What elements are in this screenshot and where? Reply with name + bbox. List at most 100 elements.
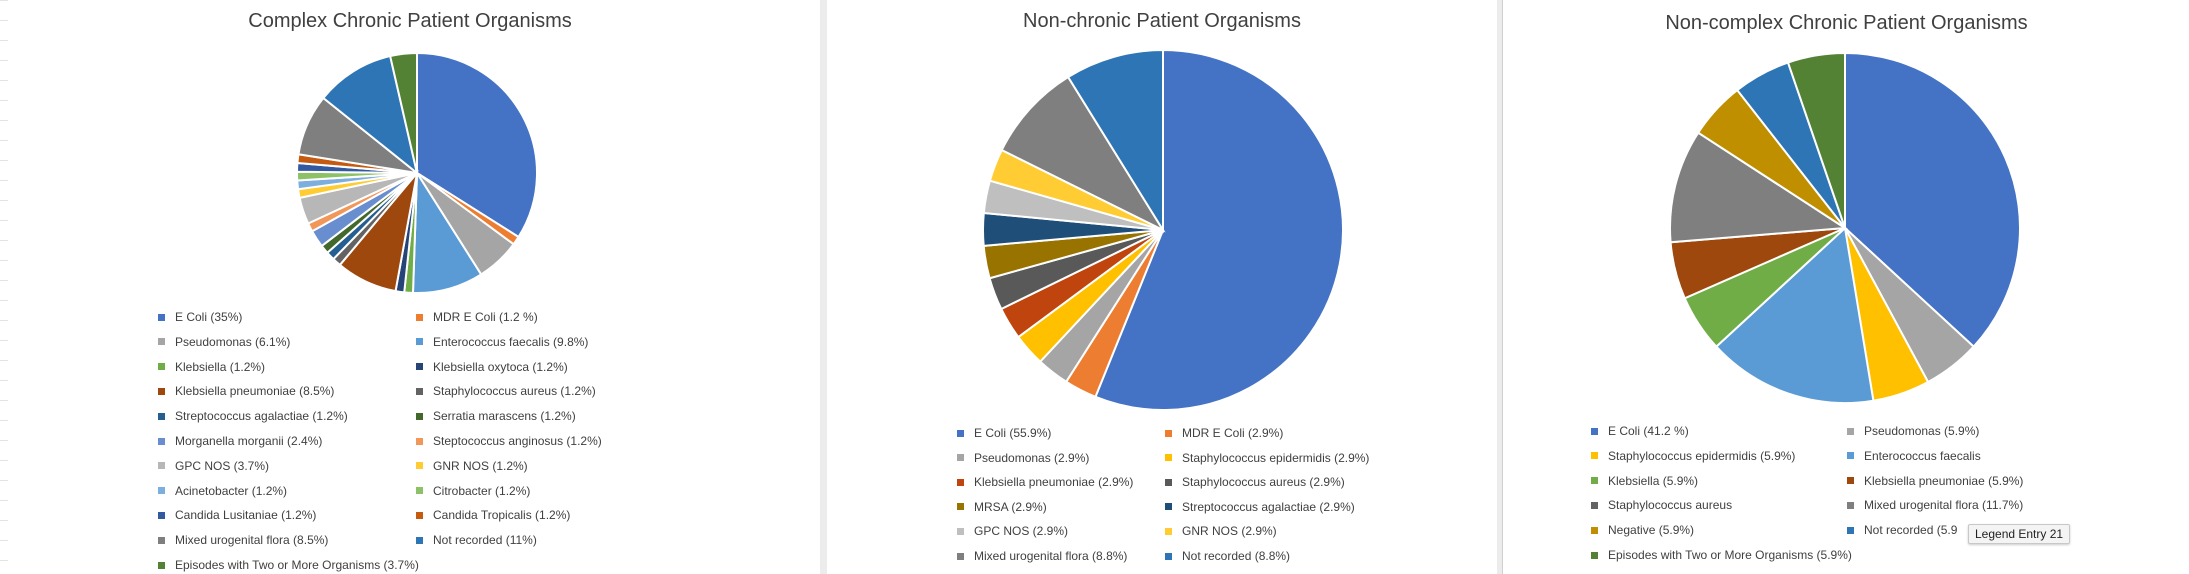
pie-slice-not-recorded[interactable] <box>321 54 419 176</box>
legend-entry-gnr-nos[interactable]: GNR NOS (2.9%) <box>1165 523 1277 539</box>
legend-label: Staphylococcus epidermidis (5.9%) <box>1608 448 1796 463</box>
legend-entry-mixed-urogenital-flora[interactable]: Mixed urogenital flora (8.8%) <box>957 548 1127 564</box>
legend-entry-serratia-marascens[interactable]: Serratia marascens (1.2%) <box>416 408 576 424</box>
legend-label: Streptococcus agalactiae (2.9%) <box>1182 499 1355 514</box>
chart-title: Non-chronic Patient Organisms <box>1023 10 1301 32</box>
chart-title: Non-complex Chronic Patient Organisms <box>1665 12 2028 34</box>
legend-swatch <box>158 412 165 420</box>
legend-swatch <box>957 503 964 511</box>
legend-entry-klebsiella-oxytoca[interactable]: Klebsiella oxytoca (1.2%) <box>416 359 568 375</box>
legend-entry-e-coli[interactable]: E Coli (35%) <box>158 309 242 325</box>
legend-label: Staphylococcus aureus (1.2%) <box>433 384 596 399</box>
legend-entry-pseudomonas[interactable]: Pseudomonas (6.1%) <box>158 334 290 350</box>
legend-label: Not recorded (8.8%) <box>1182 549 1291 563</box>
legend-entry-staphylococcus-epidermidis[interactable]: Staphylococcus epidermidis (5.9%) <box>1591 448 1795 464</box>
pie-slice-mixed-urogenital-flora[interactable] <box>1669 131 1849 244</box>
legend-entry-staphylococcus-epidermidis[interactable]: Staphylococcus epidermidis (2.9%) <box>1165 450 1369 466</box>
legend-swatch <box>1591 477 1598 485</box>
legend-entry-acinetobacter[interactable]: Acinetobacter (1.2%) <box>158 483 287 499</box>
legend-label: GPC NOS (3.7%) <box>175 458 270 473</box>
legend-swatch <box>158 363 165 371</box>
pie-slice-e-coli[interactable] <box>1094 48 1344 411</box>
legend-entry-mdr-e-coli[interactable]: MDR E Coli (1.2 %) <box>416 309 538 325</box>
legend-swatch <box>1165 552 1172 560</box>
legend-entry-staphylococcus-aureus[interactable]: Staphylococcus aureus <box>1591 497 1732 513</box>
legend-entry-pseudomonas[interactable]: Pseudomonas (5.9%) <box>1847 423 1979 439</box>
legend-label: Klebsiella pneumoniae (2.9%) <box>974 475 1134 490</box>
legend-label: Acinetobacter (1.2%) <box>175 483 288 498</box>
legend-entry-staphylococcus-aureus[interactable]: Staphylococcus aureus (2.9%) <box>1165 474 1345 490</box>
legend-entry-enterococcus-faecalis[interactable]: Enterococcus faecalis (9.8%) <box>416 334 588 350</box>
legend-entry-staphylococcus-aureus[interactable]: Staphylococcus aureus (1.2%) <box>416 383 596 399</box>
legend-label: GNR NOS (2.9%) <box>1182 524 1277 539</box>
legend-entry-e-coli[interactable]: E Coli (41.2 %) <box>1591 423 1689 439</box>
legend-entry-not-recorded[interactable]: Not recorded (11%) <box>416 532 537 548</box>
legend-swatch <box>416 313 423 321</box>
legend-label: Pseudomonas (5.9%) <box>1864 424 1980 438</box>
legend-entry-gpc-nos[interactable]: GPC NOS (2.9%) <box>957 523 1068 539</box>
legend-entry-episodes-with-two-or-more-organisms[interactable]: Episodes with Two or More Organisms (3.7… <box>158 557 419 573</box>
legend-entry-morganella-morganii[interactable]: Morganella morganii (2.4%) <box>158 433 322 449</box>
pie-slice-mixed-urogenital-flora[interactable] <box>1000 75 1166 233</box>
legend-entry-episodes-with-two-or-more-organisms[interactable]: Episodes with Two or More Organisms (5.9… <box>1591 547 1852 563</box>
legend-entry-mdr-e-coli[interactable]: MDR E Coli (2.9%) <box>1165 425 1283 441</box>
legend-swatch <box>957 429 964 437</box>
legend-swatch <box>416 437 423 445</box>
legend-entry-pseudomonas[interactable]: Pseudomonas (2.9%) <box>957 450 1089 466</box>
legend-entry-streptococcus-agalactiae[interactable]: Streptococcus agalactiae (1.2%) <box>158 408 348 424</box>
legend-entry-e-coli[interactable]: E Coli (55.9%) <box>957 425 1051 441</box>
legend-swatch <box>158 511 165 519</box>
legend-entry-negative[interactable]: Negative (5.9%) <box>1591 522 1694 538</box>
pie-slice-not-recorded[interactable] <box>1066 48 1164 234</box>
legend-swatch <box>158 338 165 346</box>
legend-entry-streptococcus-agalactiae[interactable]: Streptococcus agalactiae (2.9%) <box>1165 499 1355 515</box>
pie-slice-e-coli[interactable] <box>1844 51 2021 349</box>
legend-swatch <box>416 412 423 420</box>
legend-entry-not-recorded[interactable]: Not recorded (5.9 <box>1847 522 1957 538</box>
legend-entry-gpc-nos[interactable]: GPC NOS (3.7%) <box>158 458 269 474</box>
legend-label: MRSA (2.9%) <box>974 499 1047 514</box>
pie-slice-episodes-with-two-or-more-organisms[interactable] <box>1786 51 1846 229</box>
legend-swatch <box>158 313 165 321</box>
legend-label: Candida Tropicalis (1.2%) <box>433 508 571 523</box>
legend-swatch <box>1591 427 1598 435</box>
legend-entry-not-recorded[interactable]: Not recorded (8.8%) <box>1165 548 1290 564</box>
legend-swatch <box>158 437 165 445</box>
legend-swatch <box>1165 429 1172 437</box>
chart-panel-non-chronic: Non-chronic Patient Organisms E Coli (55… <box>827 0 1497 574</box>
legend-entry-steptococcus-anginosus[interactable]: Steptococcus anginosus (1.2%) <box>416 433 602 449</box>
legend-entry-candida-tropicalis[interactable]: Candida Tropicalis (1.2%) <box>416 507 570 523</box>
legend-label: Klebsiella pneumoniae (5.9%) <box>1864 473 2024 488</box>
pie-chart[interactable] <box>295 51 538 294</box>
legend-entry-klebsiella-pneumoniae[interactable]: Klebsiella pneumoniae (5.9%) <box>1847 473 2023 489</box>
pie-chart[interactable] <box>1669 51 2021 404</box>
legend-entry-klebsiella[interactable]: Klebsiella (5.9%) <box>1591 473 1698 489</box>
legend-label: Streptococcus agalactiae (1.2%) <box>175 409 348 424</box>
legend-label: Episodes with Two or More Organisms (3.7… <box>175 558 419 572</box>
pie-slice-episodes-with-two-or-more-organisms[interactable] <box>388 51 418 174</box>
legend-swatch <box>416 338 423 346</box>
legend-entry-mixed-urogenital-flora[interactable]: Mixed urogenital flora (8.5%) <box>158 532 328 548</box>
legend-label: Serratia marascens (1.2%) <box>433 409 576 424</box>
legend-entry-klebsiella-pneumoniae[interactable]: Klebsiella pneumoniae (8.5%) <box>158 383 334 399</box>
legend-entry-citrobacter[interactable]: Citrobacter (1.2%) <box>416 483 530 499</box>
legend-swatch <box>416 511 423 519</box>
legend-label: Morganella morganii (2.4%) <box>175 434 323 448</box>
legend-entry-klebsiella[interactable]: Klebsiella (1.2%) <box>158 359 265 375</box>
legend-entry-mrsa[interactable]: MRSA (2.9%) <box>957 499 1047 515</box>
legend-entry-candida-lusitaniae[interactable]: Candida Lusitaniae (1.2%) <box>158 507 316 523</box>
legend-swatch <box>1165 478 1172 486</box>
legend-tooltip: Legend Entry 21 <box>1968 524 2071 544</box>
legend-swatch <box>416 387 423 395</box>
legend-entry-gnr-nos[interactable]: GNR NOS (1.2%) <box>416 458 528 474</box>
legend-swatch <box>1165 454 1172 462</box>
legend-swatch <box>957 454 964 462</box>
pie-slice-enterococcus-faecalis[interactable] <box>1714 226 1875 404</box>
chart-panel-complex-chronic: Complex Chronic Patient Organisms E Coli… <box>0 0 820 574</box>
pie-chart[interactable] <box>982 48 1344 411</box>
legend-swatch <box>1847 526 1854 534</box>
legend-entry-klebsiella-pneumoniae[interactable]: Klebsiella pneumoniae (2.9%) <box>957 474 1133 490</box>
legend-entry-enterococcus-faecalis[interactable]: Enterococcus faecalis <box>1847 448 1981 464</box>
legend-entry-mixed-urogenital-flora[interactable]: Mixed urogenital flora (11.7%) <box>1847 497 2023 513</box>
legend-swatch <box>1847 477 1854 485</box>
